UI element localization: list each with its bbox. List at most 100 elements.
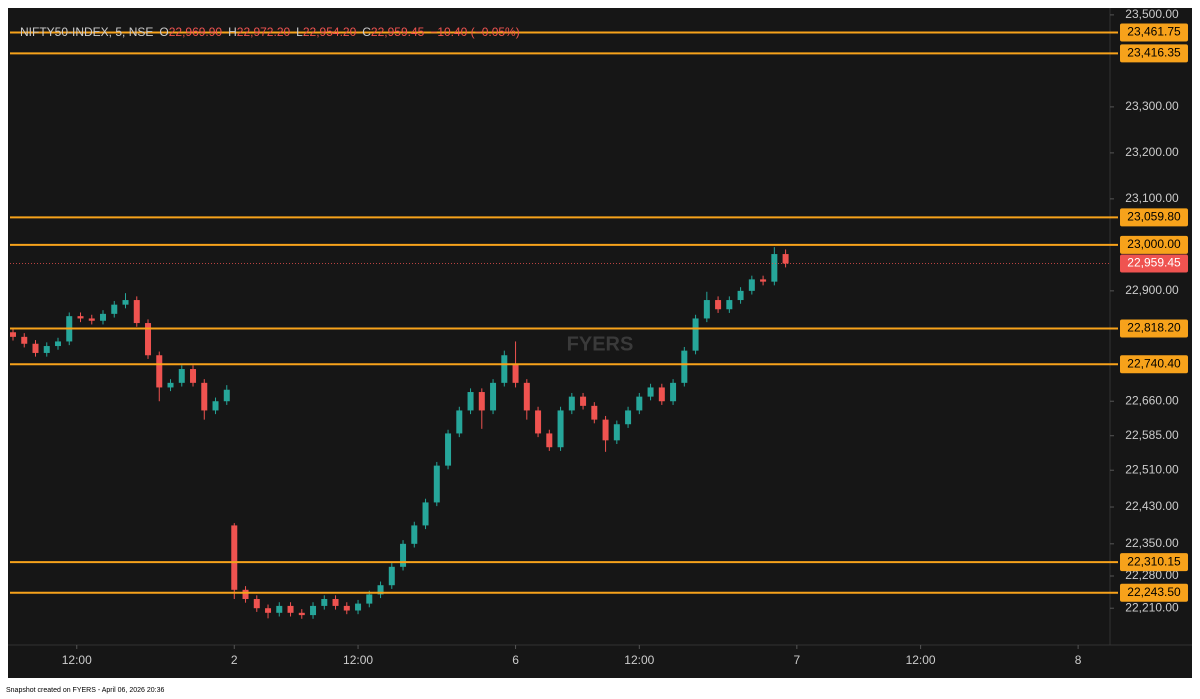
level-label: 22,818.20 (1127, 321, 1181, 335)
candle-body (343, 605, 350, 611)
candle-body (613, 424, 620, 441)
field-value: 22,954.20 (303, 25, 357, 39)
x-tick-label: 12:00 (343, 653, 373, 667)
candle-body (692, 318, 699, 351)
candle-body (388, 566, 395, 586)
level-label: 23,059.80 (1127, 210, 1181, 224)
field-key: L (296, 25, 303, 39)
candle-body (771, 254, 778, 282)
candle-body (287, 605, 294, 613)
candle-body (703, 300, 710, 319)
legend: NIFTY50-INDEX, 5, NSE O22,969.90 H22,972.2… (20, 25, 520, 39)
candle-body (670, 382, 677, 402)
level-label: 23,416.35 (1127, 46, 1181, 60)
level-badge (1120, 23, 1188, 42)
level-badge (1120, 553, 1188, 572)
field-key: H (228, 25, 237, 39)
candle-body (242, 589, 249, 600)
y-tick-label: 23,200.00 (1125, 145, 1179, 159)
candle-body (133, 300, 140, 324)
candle-body (546, 433, 553, 448)
x-tick-label: 8 (1075, 653, 1082, 667)
candle-body (32, 343, 39, 353)
candle-body (467, 392, 474, 411)
candle-body (321, 599, 328, 606)
candle-body (602, 419, 609, 441)
y-tick-label: 22,660.00 (1125, 393, 1179, 407)
level-label: 22,740.40 (1127, 356, 1181, 370)
candle-body (111, 304, 118, 314)
symbol: NIFTY50-INDEX, 5, NSE (20, 25, 153, 39)
x-tick-label: 6 (512, 653, 519, 667)
candle-body (298, 612, 305, 616)
y-tick-label: 22,430.00 (1125, 499, 1179, 513)
candle-body (591, 405, 598, 420)
candle-body (276, 605, 283, 613)
candle-body (658, 387, 665, 402)
candle-body (55, 341, 62, 347)
candle-body (433, 465, 440, 503)
candle-body (223, 389, 230, 402)
candle-body (512, 364, 519, 383)
candle-body (100, 313, 107, 321)
candle-body (422, 502, 429, 526)
last-price-label: 22,959.45 (1127, 256, 1181, 270)
candle-body (43, 346, 50, 353)
level-badge (1120, 235, 1188, 254)
candle-body (568, 396, 575, 411)
candle-body (400, 543, 407, 567)
y-tick-label: 22,210.00 (1125, 600, 1179, 614)
candle-body (782, 254, 789, 264)
last-price-badge (1120, 254, 1188, 273)
level-badge (1120, 355, 1188, 374)
x-tick-label: 7 (793, 653, 800, 667)
y-tick-label: 22,350.00 (1125, 536, 1179, 550)
candle-body (535, 410, 542, 434)
candle-body (647, 387, 654, 397)
x-tick-label: 12:00 (62, 653, 92, 667)
candle-body (10, 332, 17, 337)
y-tick-label: 22,585.00 (1125, 428, 1179, 442)
candle-body (167, 382, 174, 388)
candle-body (580, 396, 587, 406)
candle-body (625, 410, 632, 425)
level-badge (1120, 208, 1188, 227)
x-tick-label: 12:00 (624, 653, 654, 667)
candle-body (681, 350, 688, 383)
candle-body (456, 410, 463, 434)
candle-body (201, 382, 208, 411)
candle-body (478, 392, 485, 411)
candle-body (760, 279, 767, 282)
candle-body (145, 323, 152, 356)
y-tick-label: 22,510.00 (1125, 462, 1179, 476)
level-badge (1120, 319, 1188, 338)
level-label: 22,243.50 (1127, 585, 1181, 599)
candle-body (190, 369, 197, 383)
candle-body (523, 382, 530, 411)
candle-body (178, 369, 185, 383)
candle-body (366, 594, 373, 604)
y-tick-label: 22,900.00 (1125, 283, 1179, 297)
level-label: 22,310.15 (1127, 554, 1181, 568)
candle-body (21, 336, 28, 344)
y-tick-label: 23,300.00 (1125, 99, 1179, 113)
x-tick-label: 2 (231, 653, 238, 667)
candle-body (501, 355, 508, 383)
field-key: O (159, 25, 168, 39)
candle-body (77, 316, 84, 319)
candle-body (332, 599, 339, 606)
level-label: 23,461.75 (1127, 25, 1181, 39)
y-tick-label: 22,280.00 (1125, 568, 1179, 582)
candle-body (265, 608, 272, 613)
y-tick-label: 23,100.00 (1125, 191, 1179, 205)
level-badge (1120, 583, 1188, 602)
candle-body (310, 605, 317, 616)
candle-body (636, 396, 643, 411)
chart-background (8, 8, 1192, 678)
watermark: FYERS (567, 333, 634, 355)
candle-body (445, 433, 452, 466)
candle-body (122, 300, 129, 305)
level-label: 23,000.00 (1127, 237, 1181, 251)
